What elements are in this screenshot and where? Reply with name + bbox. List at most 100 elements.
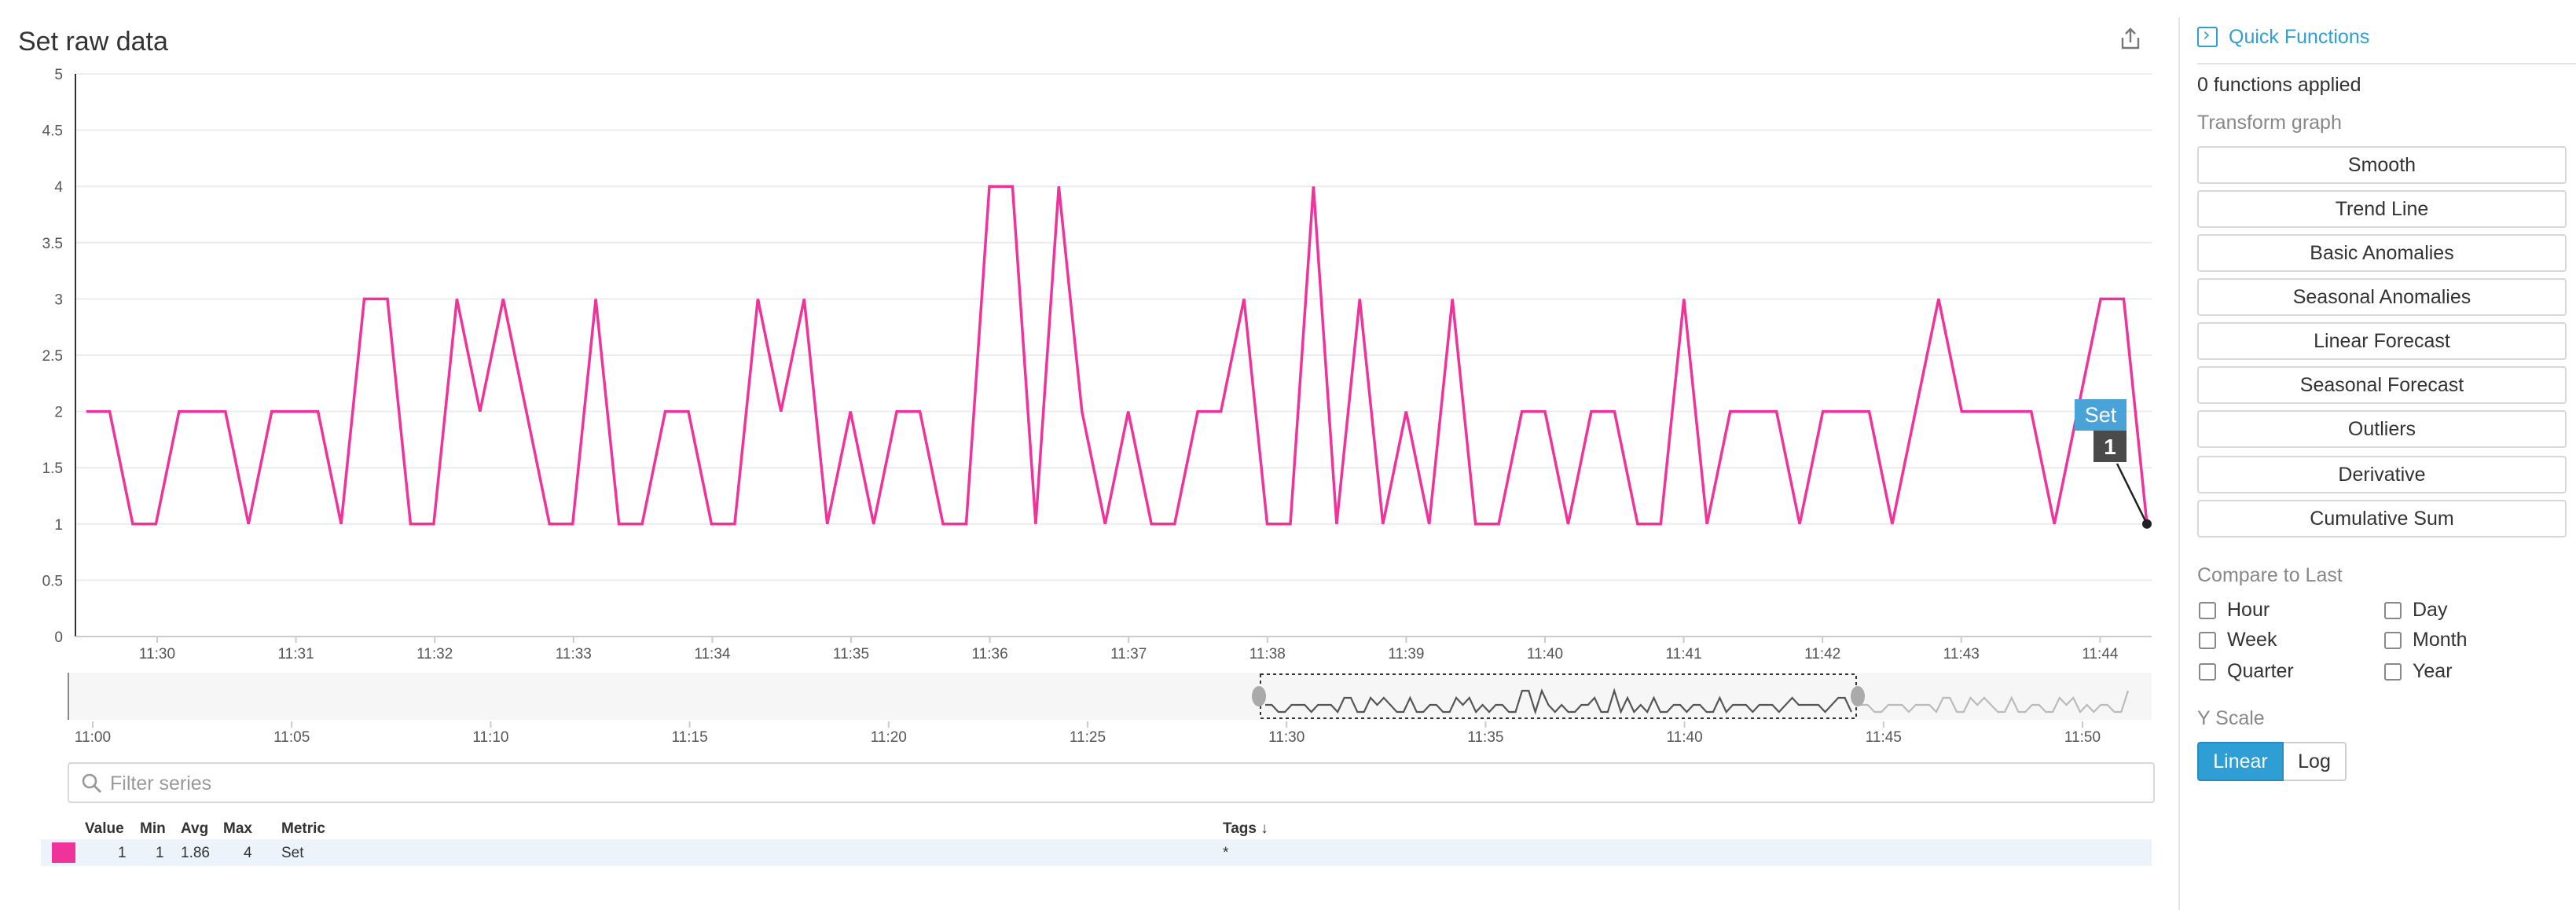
linear-forecast-button[interactable]: Linear Forecast: [2197, 322, 2567, 360]
compare-year-checkbox[interactable]: Year: [2384, 660, 2453, 683]
derivative-button[interactable]: Derivative: [2197, 456, 2567, 494]
compare-hour-label: Hour: [2227, 599, 2270, 621]
checkbox-box: [2199, 662, 2216, 681]
x-tick-label: 11:39: [1388, 646, 1424, 662]
legend-metric: Set: [281, 845, 304, 861]
checkbox-box: [2199, 631, 2216, 649]
share-icon[interactable]: [2117, 25, 2144, 52]
y-tick-label: 3.5: [42, 236, 63, 252]
widget-title: Set raw data: [18, 27, 168, 57]
tooltip-value: 1: [2104, 435, 2116, 459]
outliers-button[interactable]: Outliers: [2197, 410, 2567, 448]
y-scale-label: Y Scale: [2197, 707, 2265, 729]
y-tick-label: 0.5: [42, 573, 63, 589]
compare-day-label: Day: [2413, 599, 2448, 621]
checkbox-box: [2384, 631, 2402, 649]
x-tick-label: 11:36: [972, 646, 1008, 662]
legend-row[interactable]: 1 1 1.86 4 Set *: [41, 839, 2152, 866]
legend-header-value[interactable]: Value: [85, 820, 124, 837]
legend-header-metric[interactable]: Metric: [281, 820, 325, 837]
series-color-swatch: [52, 842, 75, 863]
y-tick-label: 4.5: [42, 123, 63, 140]
x-tick-label: 11:35: [833, 646, 869, 662]
transform-graph-label: Transform graph: [2197, 112, 2342, 134]
compare-month-label: Month: [2413, 629, 2468, 651]
basic-anomalies-button[interactable]: Basic Anomalies: [2197, 234, 2567, 272]
x-tick-label: 11:30: [139, 646, 175, 662]
series-set: [86, 185, 2149, 526]
legend-header-avg[interactable]: Avg: [181, 820, 209, 837]
filter-series-input[interactable]: [110, 769, 2122, 798]
y-axis-ticks: 0 0.5 1 1.5 2 2.5 3 3.5 4 4.5 5: [42, 67, 64, 646]
compare-month-checkbox[interactable]: Month: [2384, 629, 2467, 651]
x-tick-label: 11:42: [1804, 646, 1840, 662]
quick-functions-sidebar: Quick Functions 0 functions applied Tran…: [2182, 0, 2576, 910]
legend-value: 1: [118, 845, 127, 861]
y-scale-toggle: Linear Log: [2197, 742, 2347, 781]
x-tick-label: 11:33: [556, 646, 592, 662]
smooth-button[interactable]: Smooth: [2197, 146, 2567, 184]
y-tick-label: 1: [54, 517, 63, 534]
x-tick-label: 11:37: [1110, 646, 1147, 662]
legend-header-max[interactable]: Max: [223, 820, 252, 837]
series-line-set: [86, 185, 2149, 526]
legend-min: 1: [156, 845, 164, 861]
compare-week-checkbox[interactable]: Week: [2199, 629, 2277, 651]
quick-functions-label: Quick Functions: [2229, 25, 2370, 48]
navigator-track: [68, 673, 2152, 720]
tooltip-value-bg: [2093, 431, 2126, 462]
x-tick-label: 11:32: [416, 646, 453, 662]
graph-panel: Set raw data 0 0.5 1 1.5 2 2.5 3 3.5 4 4.5 5 11:30…: [0, 0, 2182, 866]
compare-to-last-label: Compare to Last: [2197, 564, 2343, 586]
legend-header-min[interactable]: Min: [140, 820, 166, 837]
seasonal-anomalies-button[interactable]: Seasonal Anomalies: [2197, 278, 2567, 316]
x-tick-label: 11:41: [1666, 646, 1702, 662]
compare-day-checkbox[interactable]: Day: [2384, 599, 2447, 622]
legend-max: 4: [244, 845, 252, 861]
y-tick-label: 4: [54, 179, 63, 196]
x-tick-label: 11:44: [2082, 646, 2119, 662]
filter-series-box: [68, 762, 2155, 803]
y-tick-label: 1.5: [42, 461, 63, 477]
y-tick-label: 2.5: [42, 348, 63, 365]
trend-line-button[interactable]: Trend Line: [2197, 190, 2567, 228]
tooltip-label-bg: [2075, 399, 2126, 431]
functions-applied-count: 0 functions applied: [2197, 74, 2361, 96]
seasonal-forecast-button[interactable]: Seasonal Forecast: [2197, 366, 2567, 404]
grid-lines: [75, 73, 2152, 582]
hover-tooltip: Set 1: [2075, 399, 2152, 529]
x-tick-label: 11:43: [1943, 646, 1980, 662]
tooltip-label: Set: [2085, 403, 2117, 427]
y-tick-label: 0: [54, 629, 63, 646]
x-tick-label: 11:38: [1249, 646, 1286, 662]
y-tick-label: 3: [54, 292, 63, 308]
collapse-panel-icon: [2197, 24, 2218, 47]
y-tick-label: 2: [54, 405, 63, 421]
timeseries-chart[interactable]: 00.511.522.533.544.55 11:30 11:31 11:32 11:…: [0, 0, 2182, 754]
x-tick-label: 11:31: [278, 646, 314, 662]
compare-quarter-checkbox[interactable]: Quarter: [2199, 660, 2294, 683]
legend-tags: *: [1223, 845, 1229, 861]
checkbox-box: [2384, 601, 2402, 619]
x-tick-label: 11:40: [1527, 646, 1563, 662]
x-tick-label: 11:34: [694, 646, 731, 662]
compare-hour-checkbox[interactable]: Hour: [2199, 599, 2270, 622]
y-scale-linear-button[interactable]: Linear: [2197, 742, 2284, 781]
compare-year-label: Year: [2413, 660, 2453, 682]
quick-functions-toggle[interactable]: Quick Functions: [2197, 24, 2370, 49]
compare-quarter-label: Quarter: [2227, 660, 2294, 682]
legend-header-tags[interactable]: Tags ↓: [1223, 820, 1268, 837]
panel-divider: [2178, 17, 2180, 910]
hover-point: [2142, 519, 2152, 529]
checkbox-box: [2199, 601, 2216, 619]
sidebar-divider: [2197, 63, 2576, 64]
tooltip-leader-line: [2115, 463, 2149, 525]
x-axis-ticks: 11:30 11:31 11:32 11:33 11:34 11:35 11:36 11:37…: [139, 637, 2119, 662]
legend-avg: 1.86: [181, 845, 210, 861]
checkbox-box: [2384, 662, 2402, 681]
y-scale-log-button[interactable]: Log: [2284, 742, 2347, 781]
compare-week-label: Week: [2227, 629, 2277, 651]
search-icon: [82, 773, 101, 793]
cumulative-sum-button[interactable]: Cumulative Sum: [2197, 500, 2567, 538]
y-tick-label: 5: [54, 67, 63, 83]
